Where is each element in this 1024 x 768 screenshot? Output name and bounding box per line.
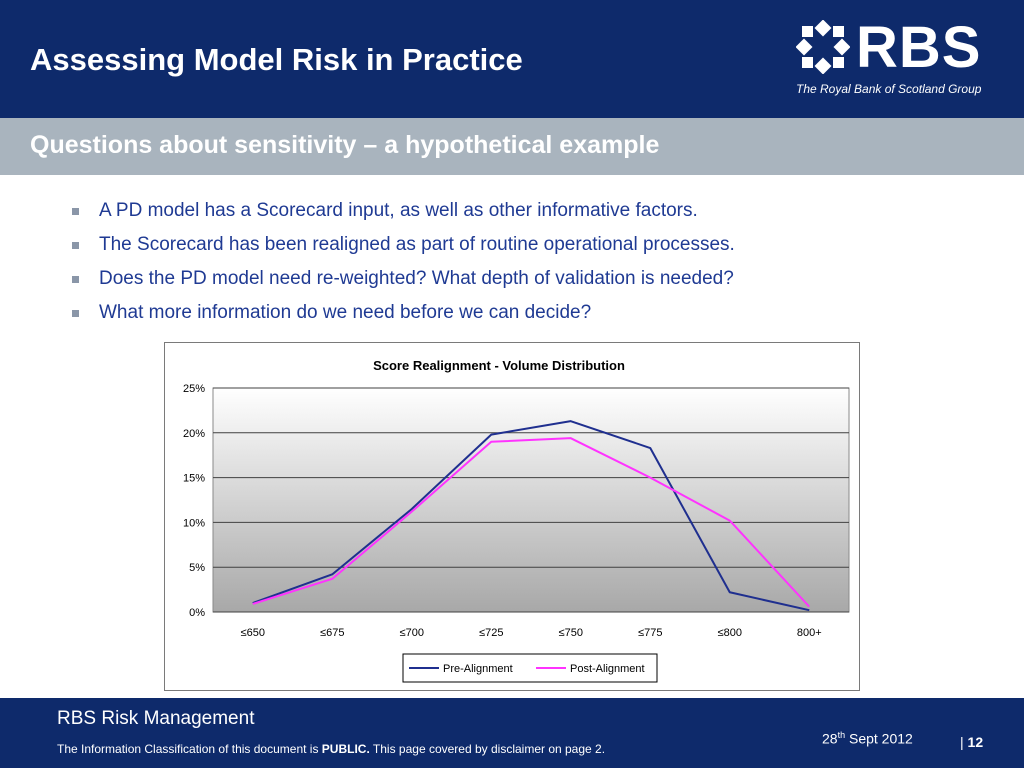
x-tick-label: ≤750 <box>559 627 583 639</box>
legend-box <box>402 653 658 683</box>
bullet-item: A PD model has a Scorecard input, as wel… <box>72 198 735 232</box>
page-number: | 12 <box>960 734 983 750</box>
x-tick-label: ≤675 <box>320 627 344 639</box>
y-tick-label: 20% <box>183 428 205 440</box>
legend-label: Pre-Alignment <box>443 663 513 675</box>
volume-distribution-chart: Score Realignment - Volume Distribution … <box>165 343 859 690</box>
x-tick-label: ≤700 <box>400 627 424 639</box>
y-tick-label: 0% <box>189 607 205 619</box>
section-subtitle: Questions about sensitivity – a hypothet… <box>30 131 660 159</box>
logo-wordmark: RBS <box>856 15 982 80</box>
classification-note: The Information Classification of this d… <box>57 742 605 756</box>
bullet-text: A PD model has a Scorecard input, as wel… <box>99 200 698 221</box>
x-tick-label: ≤800 <box>718 627 742 639</box>
page-separator: | <box>960 734 968 750</box>
legend-label: Post-Alignment <box>570 663 645 675</box>
series-line <box>252 420 810 612</box>
subheader-bar <box>0 118 1024 175</box>
y-tick-label: 10% <box>183 517 205 529</box>
bullet-item: The Scorecard has been realigned as part… <box>72 232 735 266</box>
page-title: Assessing Model Risk in Practice <box>30 42 523 77</box>
x-tick-label: ≤775 <box>638 627 662 639</box>
chart-legend: Pre-Alignment Post-Alignment <box>402 653 658 683</box>
bullet-item: What more information do we need before … <box>72 300 735 334</box>
date-rest: Sept 2012 <box>845 730 913 747</box>
page-number-value: 12 <box>967 734 984 750</box>
classification-level: PUBLIC. <box>321 742 370 756</box>
series-line <box>252 437 810 608</box>
footer-title: RBS Risk Management <box>57 708 255 729</box>
y-tick-label: 15% <box>183 473 205 485</box>
bullet-text: The Scorecard has been realigned as part… <box>99 234 735 255</box>
x-tick-label: ≤725 <box>479 627 503 639</box>
rbs-daisy-wheel-icon <box>796 20 850 74</box>
chart-title: Score Realignment - Volume Distribution <box>373 358 625 373</box>
bullet-list: A PD model has a Scorecard input, as wel… <box>72 198 735 334</box>
date-suffix: th <box>837 730 846 740</box>
bullet-text: Does the PD model need re-weighted? What… <box>99 268 734 289</box>
bullet-item: Does the PD model need re-weighted? What… <box>72 266 735 300</box>
footer-bar: RBS Risk Management The Information Clas… <box>0 698 1024 768</box>
x-tick-label: 800+ <box>797 627 822 639</box>
logo-tagline: The Royal Bank of Scotland Group <box>796 82 982 96</box>
classification-prefix: The Information Classification of this d… <box>57 742 322 756</box>
bullet-square-icon <box>72 310 79 317</box>
header-bar: Assessing Model Risk in Practice RBS The… <box>0 0 1024 118</box>
chart-container: Score Realignment - Volume Distribution … <box>164 342 860 691</box>
bullet-square-icon <box>72 208 79 215</box>
rbs-logo: RBS The Royal Bank of Scotland Group <box>796 15 996 104</box>
y-tick-label: 5% <box>189 562 205 574</box>
classification-suffix: This page covered by disclaimer on page … <box>369 742 606 756</box>
date-day: 28 <box>822 730 838 747</box>
bullet-square-icon <box>72 242 79 249</box>
x-tick-label: ≤650 <box>241 627 265 639</box>
bullet-square-icon <box>72 276 79 283</box>
plot-area <box>212 387 850 613</box>
y-tick-label: 25% <box>183 383 205 395</box>
bullet-text: What more information do we need before … <box>99 302 592 323</box>
footer-date: 28th Sept 2012 <box>822 730 913 747</box>
